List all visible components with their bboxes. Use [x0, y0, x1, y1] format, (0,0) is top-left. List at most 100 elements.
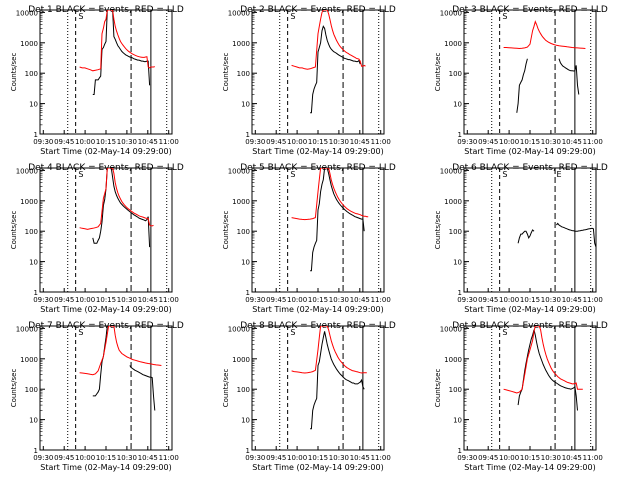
y-tick-label: 10000: [16, 167, 38, 175]
interval-marker: S: [502, 12, 507, 21]
x-tick-label: 10:15: [520, 454, 540, 462]
interval-marker: S: [290, 170, 295, 179]
y-axis-label: Counts/sec: [434, 369, 442, 408]
y-tick-label: 1000: [444, 356, 462, 364]
x-tick-label: 10:15: [520, 138, 540, 146]
x-tick-label: 10:30: [329, 454, 349, 462]
x-tick-label: 10:45: [562, 296, 582, 304]
y-tick-label: 1000: [20, 40, 38, 48]
y-axis-label: Counts/sec: [10, 369, 18, 408]
y-tick-label: 1: [246, 131, 250, 139]
panel-det-3: Det 3 BLACK = Events, RED = LLD110100100…: [434, 5, 608, 156]
x-tick-label: 10:00: [499, 138, 519, 146]
y-tick-label: 100: [237, 228, 250, 236]
y-tick-label: 10000: [228, 167, 250, 175]
y-tick-label: 10000: [228, 9, 250, 17]
x-tick-label: 10:45: [350, 454, 370, 462]
y-tick-label: 1000: [232, 356, 250, 364]
panel-det-1: Det 1 BLACK = Events, RED = LLD110100100…: [10, 5, 184, 156]
interval-marker: S: [78, 328, 83, 337]
x-tick-label: 09:30: [245, 138, 265, 146]
y-tick-label: 10: [453, 259, 462, 267]
x-tick-label: 11:00: [583, 454, 603, 462]
y-tick-label: 100: [25, 386, 38, 394]
interval-marker: S: [502, 170, 507, 179]
series-lld: [79, 10, 155, 72]
series-events: [92, 10, 151, 95]
x-tick-label: 10:15: [96, 454, 116, 462]
x-tick-label: 10:45: [562, 138, 582, 146]
series-events: [129, 365, 156, 411]
x-tick-label: 11:00: [583, 296, 603, 304]
y-tick-label: 10: [453, 417, 462, 425]
x-tick-label: 10:45: [138, 296, 158, 304]
x-tick-label: 09:45: [54, 138, 74, 146]
x-tick-label: 09:30: [457, 454, 477, 462]
x-tick-label: 10:30: [329, 296, 349, 304]
x-axis-label: Start Time (02-May-14 09:29:00): [252, 463, 383, 472]
y-tick-label: 1000: [444, 198, 462, 206]
y-tick-label: 10: [241, 259, 250, 267]
y-tick-label: 1: [34, 131, 38, 139]
interval-marker: S: [78, 12, 83, 21]
interval-marker: S: [290, 12, 295, 21]
y-tick-label: 1: [458, 131, 462, 139]
panel-det-4: Det 4 BLACK = Events, RED = LLD110100100…: [10, 163, 184, 314]
x-tick-label: 11:00: [371, 138, 391, 146]
series-group: [517, 222, 596, 248]
x-axis-label: Start Time (02-May-14 09:29:00): [40, 147, 171, 156]
y-tick-label: 10: [453, 101, 462, 109]
interval-marker: S: [290, 328, 295, 337]
y-axis-label: Counts/sec: [222, 369, 230, 408]
plot-frame: [251, 9, 385, 135]
series-events: [558, 58, 580, 95]
x-tick-label: 11:00: [583, 138, 603, 146]
x-tick-label: 11:00: [371, 454, 391, 462]
x-tick-label: 10:45: [350, 296, 370, 304]
x-tick-label: 09:45: [54, 296, 74, 304]
y-tick-label: 1: [458, 289, 462, 297]
series-group: [503, 20, 586, 113]
x-tick-label: 11:00: [371, 296, 391, 304]
series-lld: [291, 10, 366, 70]
y-tick-label: 10000: [16, 325, 38, 333]
x-axis-label: Start Time (02-May-14 09:29:00): [252, 147, 383, 156]
x-tick-label: 10:30: [541, 296, 561, 304]
y-axis-label: Counts/sec: [10, 53, 18, 92]
y-tick-label: 10: [29, 417, 38, 425]
series-lld: [291, 326, 367, 374]
series-events: [310, 25, 361, 114]
x-axis-label: Start Time (02-May-14 09:29:00): [464, 147, 595, 156]
x-tick-label: 10:30: [541, 138, 561, 146]
panel-det-2: Det 2 BLACK = Events, RED = LLD110100100…: [222, 5, 396, 156]
x-tick-label: 09:45: [478, 296, 498, 304]
y-tick-label: 10000: [440, 325, 462, 333]
y-tick-label: 1000: [20, 356, 38, 364]
x-tick-label: 09:30: [33, 138, 53, 146]
x-tick-label: 10:15: [96, 296, 116, 304]
x-tick-label: 10:00: [287, 296, 307, 304]
x-tick-label: 10:00: [499, 454, 519, 462]
x-axis-label: Start Time (02-May-14 09:29:00): [464, 463, 595, 472]
y-tick-label: 1000: [444, 40, 462, 48]
series-events: [310, 331, 365, 430]
panel-det-7: Det 7 BLACK = Events, RED = LLD110100100…: [10, 321, 184, 472]
panel-det-6: Det 6 BLACK = Events, RED = LLD110100100…: [434, 163, 608, 314]
series-events: [310, 168, 365, 272]
panel-det-8: Det 8 BLACK = Events, RED = LLD110100100…: [222, 321, 396, 472]
x-tick-label: 09:30: [457, 296, 477, 304]
y-axis-label: Counts/sec: [434, 211, 442, 250]
x-tick-label: 10:45: [138, 454, 158, 462]
y-axis-label: Counts/sec: [10, 211, 18, 250]
y-tick-label: 1000: [232, 198, 250, 206]
y-tick-label: 100: [449, 386, 462, 394]
x-tick-label: 10:00: [287, 454, 307, 462]
x-axis-label: Start Time (02-May-14 09:29:00): [464, 305, 595, 314]
x-tick-label: 09:30: [33, 296, 53, 304]
series-group: [291, 326, 367, 430]
y-tick-label: 1: [34, 447, 38, 455]
series-lld: [503, 326, 583, 394]
x-tick-label: 09:45: [478, 138, 498, 146]
series-events: [556, 222, 596, 248]
